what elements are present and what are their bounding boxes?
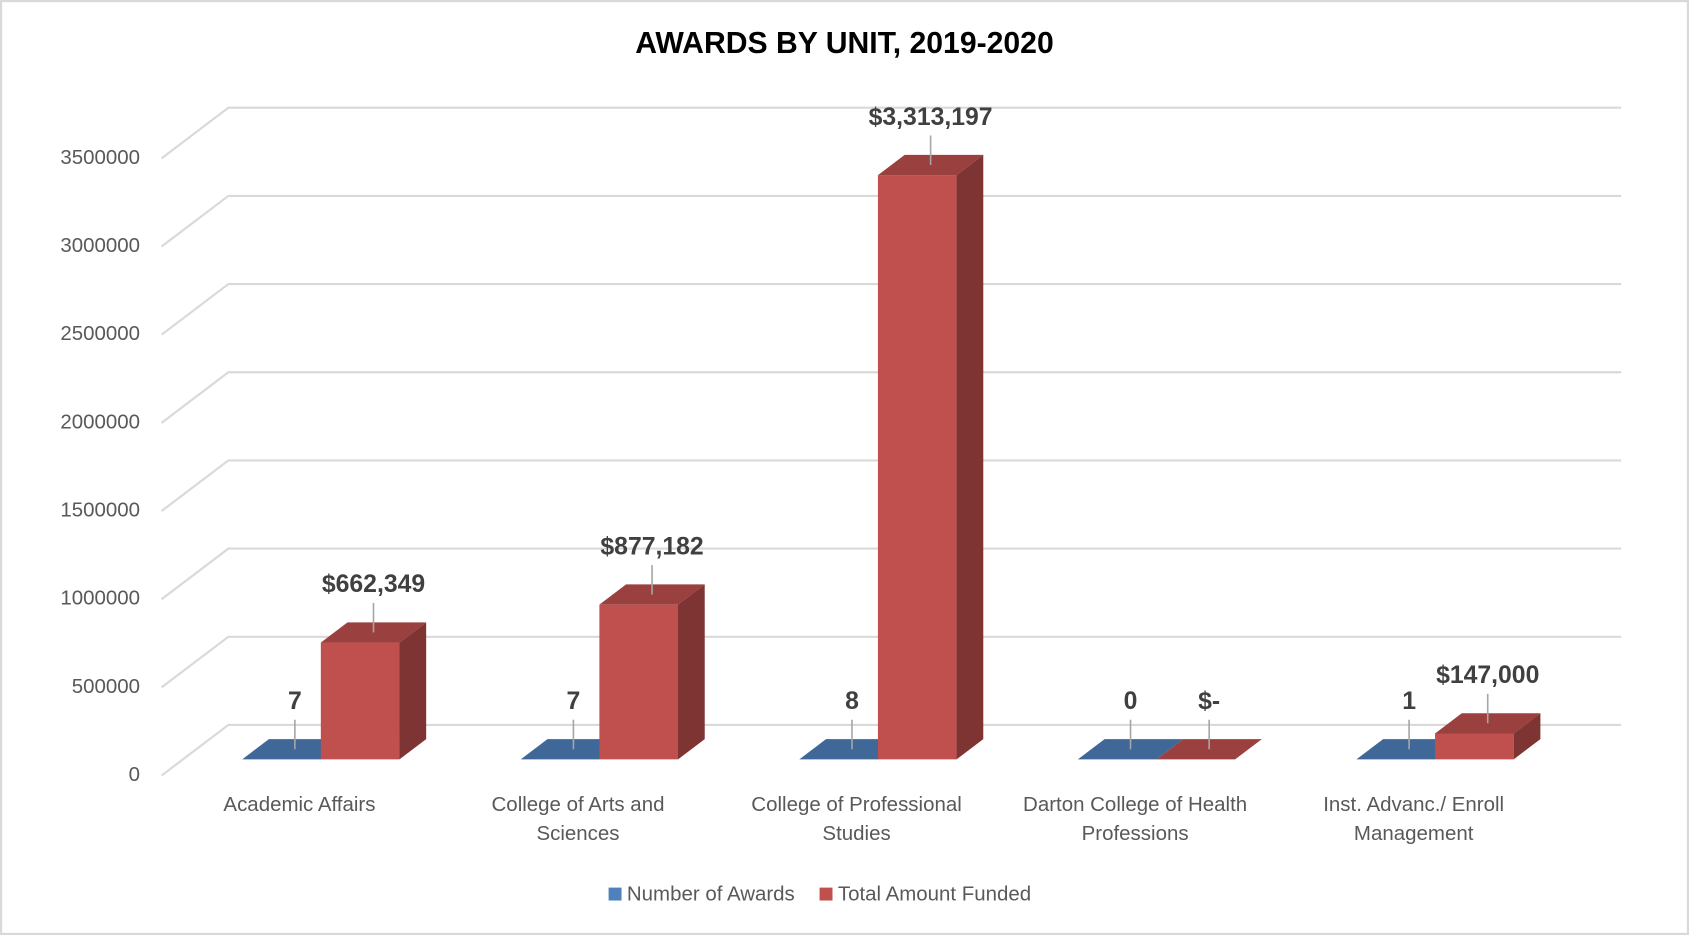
grid-line: [160, 106, 1622, 160]
data-label: $662,349: [322, 571, 425, 598]
grid-line: [160, 459, 1622, 512]
x-tick-group: Darton College of Health Professions: [1023, 793, 1248, 846]
y-tick-label: 500000: [72, 675, 140, 698]
bar-front: [320, 642, 400, 760]
x-tick-label: Darton College of Health Professions: [1023, 793, 1248, 846]
bar-side: [1513, 713, 1541, 760]
chart-title: AWARDS BY UNIT, 2019-2020: [635, 27, 1053, 60]
x-tick-label: College of Arts and Sciences: [491, 793, 665, 846]
bar: [877, 154, 984, 760]
data-label: $3,313,197: [869, 104, 993, 131]
data-label: 0: [1124, 688, 1138, 715]
bar-side: [956, 154, 984, 760]
data-label: 8: [845, 688, 859, 715]
grid-line: [160, 194, 1622, 248]
grid-line: [160, 282, 1622, 336]
x-tick-group: Academic Affairs: [223, 793, 376, 817]
y-tick-label: 1000000: [60, 587, 140, 610]
data-label: $147,000: [1436, 662, 1539, 689]
x-tick-label: Academic Affairs: [223, 793, 376, 817]
y-tick-label: 1500000: [60, 498, 140, 521]
x-tick-label: College of Professional Studies: [751, 793, 962, 846]
bar-top: [599, 584, 705, 605]
bar-side: [678, 584, 705, 760]
legend-label: Number of Awards: [627, 883, 795, 906]
y-tick-label: 0: [129, 763, 140, 786]
bar-side: [399, 622, 427, 760]
y-tick-label: 3500000: [60, 146, 140, 169]
data-label: 7: [567, 688, 581, 715]
legend: Number of Awards Total Amount Funded: [608, 883, 1031, 906]
data-label: $877,182: [600, 533, 703, 560]
x-tick-label: Inst. Advanc./ Enroll Management: [1323, 793, 1505, 846]
legend-swatch: [608, 887, 622, 901]
y-tick-label: 2000000: [60, 410, 140, 433]
bar-front: [1435, 733, 1514, 760]
x-tick-group: College of Arts and Sciences: [491, 793, 665, 846]
x-tick-group: Inst. Advanc./ Enroll Management: [1323, 793, 1505, 846]
x-tick-group: College of Professional Studies: [751, 793, 962, 846]
bar-front: [599, 604, 679, 760]
bar: [320, 622, 427, 760]
legend-label: Total Amount Funded: [838, 883, 1031, 906]
data-label: 7: [288, 688, 302, 715]
grid-line: [160, 547, 1622, 601]
data-label: 1: [1402, 688, 1416, 715]
bar-front: [877, 175, 957, 760]
data-label: $-: [1198, 688, 1220, 715]
y-tick-label: 2500000: [60, 322, 140, 345]
bar: [599, 584, 705, 760]
y-tick-label: 3000000: [60, 234, 140, 257]
grid-line: [160, 723, 1622, 777]
grid-line: [160, 635, 1622, 689]
grid-line: [160, 371, 1622, 424]
legend-swatch: [819, 887, 833, 901]
